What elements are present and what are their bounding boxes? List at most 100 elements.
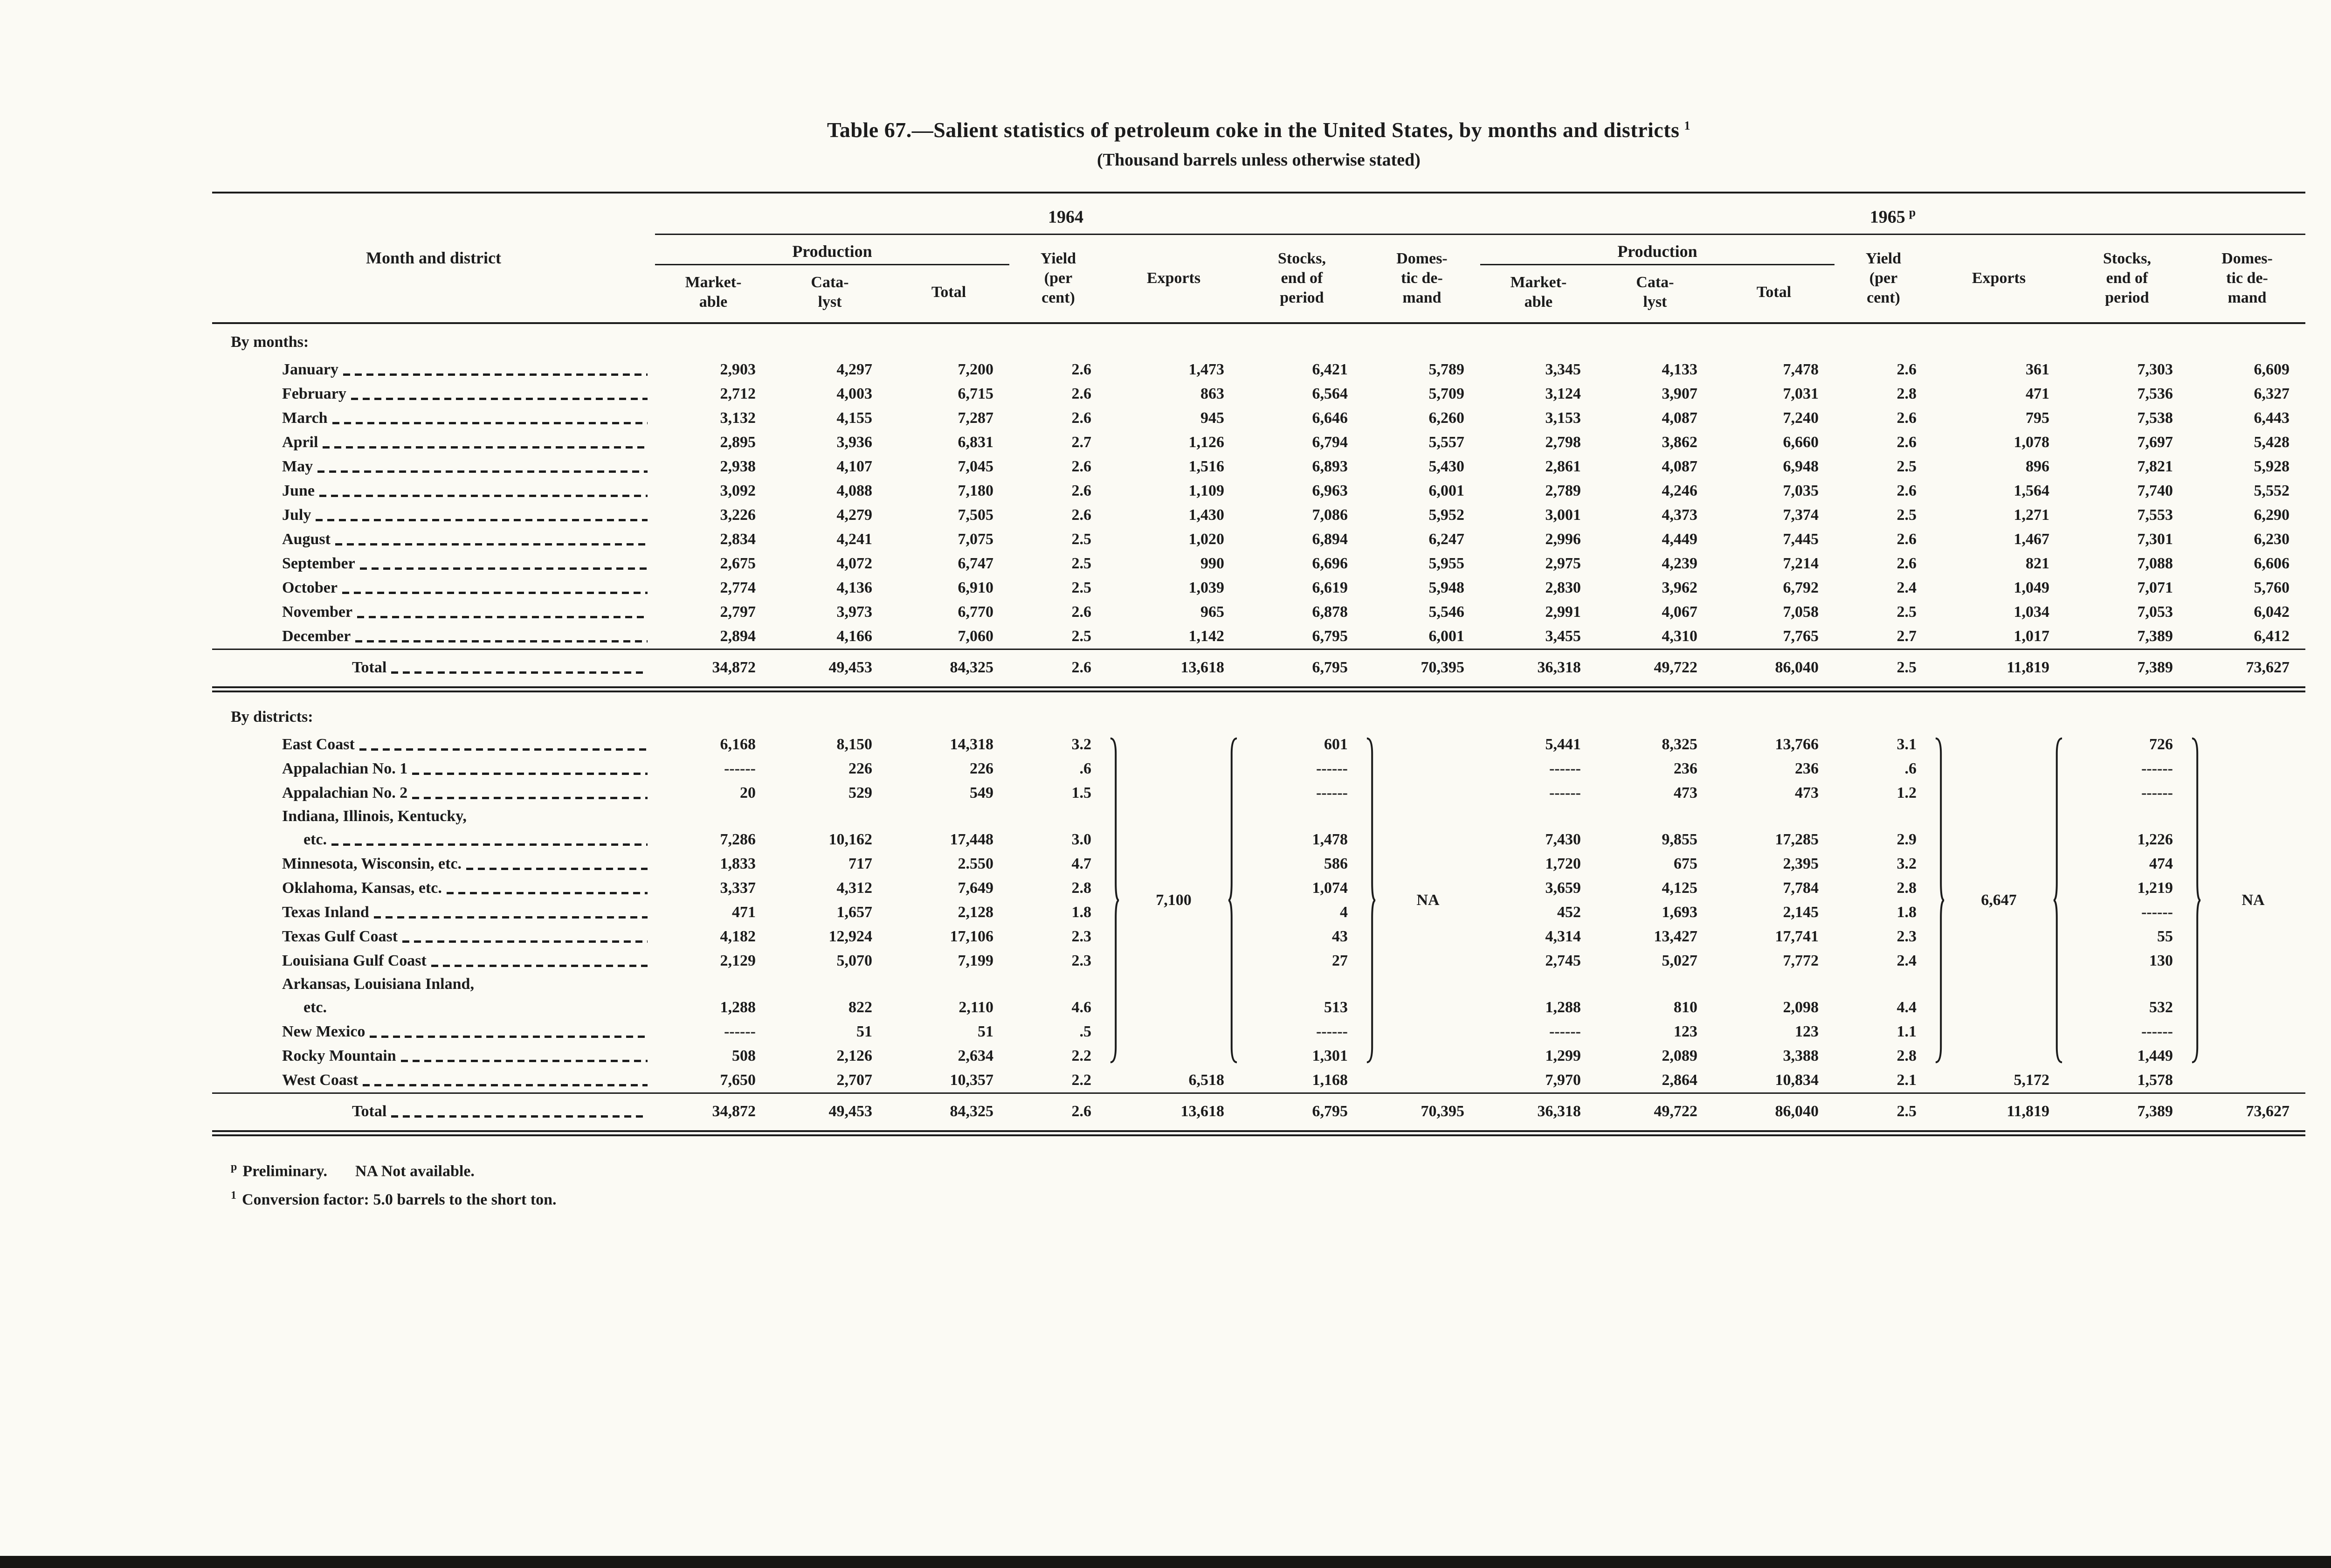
value-cell: 1.5 (1071, 784, 1092, 801)
col-header-total-1964: Total (888, 264, 1009, 324)
value-cell: 990 (1200, 554, 1224, 572)
value-cell: 2.4 (1897, 579, 1917, 596)
value-cell: 84,325 (888, 648, 1009, 692)
brace-close-icon (1932, 736, 1945, 1064)
value-cell: 7,058 (1783, 603, 1819, 621)
value-cell: 3.2 (1897, 855, 1917, 872)
brace-close-icon (1364, 736, 1376, 1064)
value-cell: 1,478 (1312, 830, 1348, 848)
leader-dashes (466, 867, 648, 870)
col-header-catalyst-1965: Cata- lyst (1597, 264, 1713, 324)
value-cell: 2,789 (1545, 482, 1581, 499)
value-cell: 7,303 (2137, 360, 2173, 378)
district-row: Appalachian No. 1 ------ 226 226 .6 ------ ---… (212, 757, 2305, 781)
production-subheader-row: Market- able Cata- lyst Total Market- ab… (212, 264, 2305, 324)
value-cell: 6,327 (2254, 385, 2290, 402)
value-cell: 51 (978, 1022, 993, 1040)
value-cell: 6,792 (1783, 579, 1819, 596)
value-cell: 7,536 (2137, 385, 2173, 402)
value-cell: ------ (724, 1022, 756, 1040)
value-cell: 2.7 (1071, 433, 1092, 451)
value-cell: 2,903 (720, 360, 756, 378)
value-cell: 7,765 (1783, 627, 1819, 645)
value-cell: 3,001 (1545, 506, 1581, 524)
value-cell: 4,087 (1662, 409, 1698, 427)
value-cell: 1,219 (2137, 879, 2173, 897)
row-label-cell: West Coast (212, 1068, 655, 1093)
value-cell: 17,106 (950, 927, 994, 945)
value-cell: ------ (2141, 1022, 2173, 1040)
value-cell: 2.3 (1897, 927, 1917, 945)
value-cell: 2.8 (1897, 385, 1917, 402)
value-cell: 7,389 (2137, 627, 2173, 645)
value-cell: 13,766 (1775, 735, 1819, 753)
row-label-cell: August (212, 527, 655, 552)
value-cell: 73,627 (2189, 1092, 2306, 1136)
value-cell: 5,428 (2254, 433, 2290, 451)
value-cell: 1,078 (2014, 433, 2050, 451)
value-cell: 4 (1340, 903, 1348, 921)
value-cell: 4,133 (1662, 360, 1698, 378)
value-cell: 17,285 (1775, 830, 1819, 848)
value-cell: 6,660 (1783, 433, 1819, 451)
value-cell: 3,153 (1545, 409, 1581, 427)
combined-value: 7,100 (1156, 891, 1192, 909)
col-header-demand-1965: Domes- tic de- mand (2189, 234, 2306, 324)
value-cell: 2.6 (1897, 360, 1917, 378)
value-cell: 3,973 (836, 603, 873, 621)
value-cell: 86,040 (1713, 648, 1834, 692)
value-cell: 6,260 (1428, 409, 1465, 427)
table-number: Table 67. (827, 118, 912, 142)
value-cell: 6,963 (1312, 482, 1348, 499)
year-label: 1965 (1869, 207, 1905, 227)
value-cell: 4,107 (836, 457, 873, 475)
section-label: By months: (231, 333, 309, 351)
value-cell: 226 (970, 760, 993, 777)
value-cell: 7,649 (958, 879, 994, 897)
value-cell: 1,720 (1545, 855, 1581, 872)
value-cell: 236 (1674, 760, 1697, 777)
value-cell: 3,132 (720, 409, 756, 427)
value-cell: 7,784 (1783, 879, 1819, 897)
value-cell: 34,872 (655, 1092, 772, 1136)
value-cell: 43 (1332, 927, 1348, 945)
value-cell: 3.1 (1897, 735, 1917, 753)
row-label: July (282, 506, 311, 524)
value-cell: 1,657 (836, 903, 873, 921)
value-cell: 51 (856, 1022, 872, 1040)
by-months-section: By months: January 2,903 4,297 7,200 2.6 1,47… (212, 323, 2306, 692)
value-cell: 7,301 (2137, 530, 2173, 548)
value-cell: 2.6 (1071, 385, 1092, 402)
value-cell: 7,740 (2137, 482, 2173, 499)
value-cell: 2,895 (720, 433, 756, 451)
leader-dashes (319, 494, 648, 497)
value-cell: 5,172 (2014, 1071, 2050, 1089)
leader-dashes (323, 446, 648, 449)
row-label: Indiana, Illinois, Kentucky, (282, 807, 467, 825)
value-cell: 2.6 (1897, 409, 1917, 427)
value-cell: 4,279 (836, 506, 873, 524)
row-label: March (282, 409, 328, 427)
value-cell: 6,794 (1312, 433, 1348, 451)
value-cell: 3.0 (1071, 830, 1092, 848)
col-header-marketable-1964: Market- able (655, 264, 772, 324)
value-cell: 2,145 (1783, 903, 1819, 921)
combined-value: 6,647 (1981, 891, 2017, 909)
value-cell: 1,109 (1188, 482, 1225, 499)
value-cell: 2.5 (1897, 457, 1917, 475)
value-cell: 513 (1324, 998, 1348, 1016)
row-label: Texas Inland (282, 903, 369, 921)
value-cell: ------ (2141, 784, 2173, 801)
month-row: March 3,132 4,155 7,287 2.6 945 6,646 6,260 3,15… (212, 406, 2305, 430)
value-cell: 4.6 (1071, 998, 1092, 1016)
value-cell: 2,864 (1662, 1071, 1698, 1089)
district-row: Appalachian No. 2 20 529 549 1.5 ------ ------… (212, 781, 2305, 805)
row-label: September (282, 554, 355, 572)
value-cell: 6,412 (2254, 627, 2290, 645)
value-cell: 6,747 (958, 554, 994, 572)
value-cell: 2,089 (1662, 1047, 1698, 1064)
value-cell: 6,609 (2254, 360, 2290, 378)
value-cell: 6,696 (1312, 554, 1348, 572)
row-label-cell: Indiana, Illinois, Kentucky, etc. (212, 805, 655, 852)
value-cell: 4,312 (836, 879, 873, 897)
